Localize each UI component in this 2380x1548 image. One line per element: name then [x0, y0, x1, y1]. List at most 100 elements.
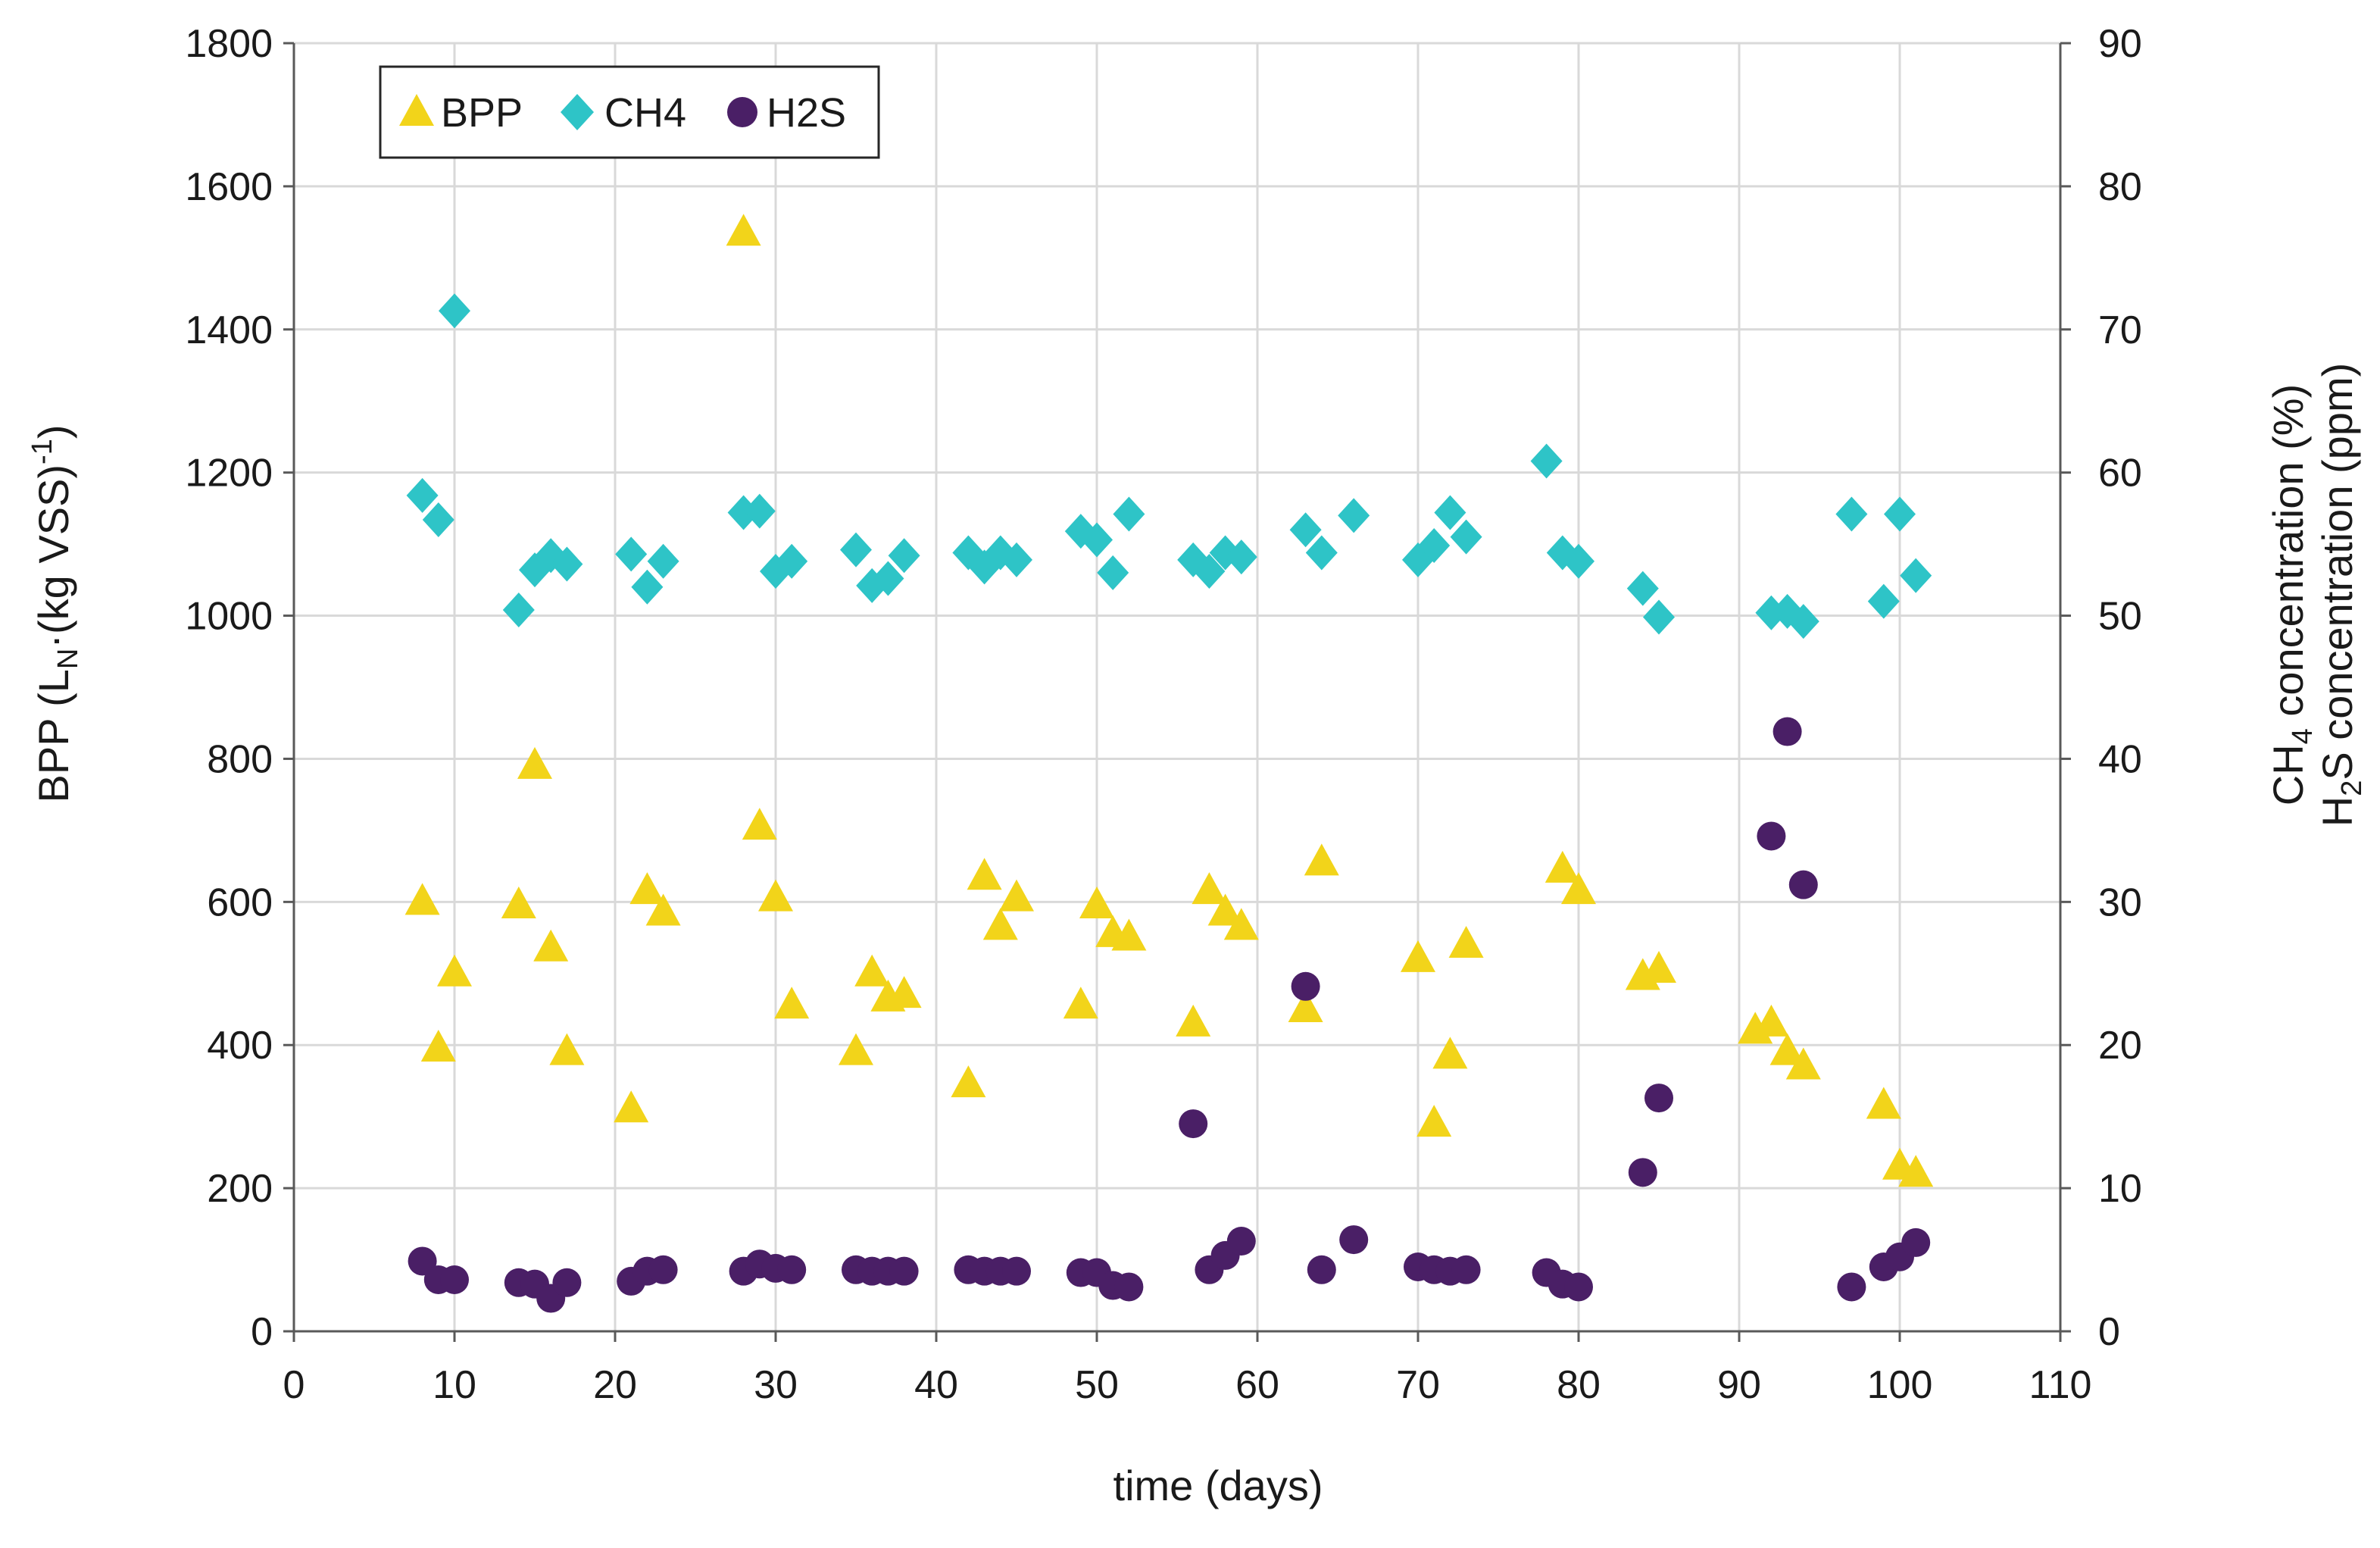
bpp-point	[437, 954, 472, 987]
left-y-tick-label: 1400	[185, 308, 273, 352]
bpp-point	[1769, 1033, 1805, 1065]
bpp-point	[517, 746, 552, 779]
legend-box	[379, 65, 880, 159]
bpp-point	[1288, 990, 1323, 1022]
legend-ch4-marker	[561, 94, 594, 130]
bpp-point	[967, 858, 1002, 890]
bpp-point	[1401, 940, 1435, 972]
ch4-point	[502, 593, 535, 627]
ch4-point	[1450, 519, 1482, 555]
x-tick-label: 100	[1867, 1363, 1933, 1407]
bpp-point	[1898, 1155, 1934, 1187]
legend-bpp-marker	[399, 94, 434, 126]
gridlines	[294, 42, 2060, 1331]
bpp-point	[742, 808, 777, 840]
left-y-tick-label: 1000	[185, 595, 273, 639]
bpp-point	[1176, 1004, 1211, 1037]
right-y-axis-title-ch4: CH4 concentration (%)	[2264, 384, 2319, 805]
h2s-point	[889, 1256, 919, 1286]
x-tick-label: 60	[1235, 1363, 1279, 1407]
ch4-point	[1289, 512, 1322, 548]
axes	[283, 42, 2071, 1342]
h2s-point	[1837, 1272, 1866, 1302]
bpp-point	[774, 987, 810, 1019]
x-tick-label: 110	[2029, 1363, 2092, 1407]
bpp-point	[1192, 872, 1227, 905]
ch4-point	[1530, 443, 1563, 479]
h2s-point	[1628, 1158, 1657, 1187]
x-tick-label: 30	[754, 1363, 798, 1407]
h2s-point	[1002, 1256, 1031, 1286]
ch4-point	[1193, 554, 1226, 589]
left-y-tick-label: 400	[207, 1024, 273, 1068]
right-y-tick-label: 90	[2098, 22, 2142, 66]
ch4-point	[1787, 604, 1819, 640]
ch4-point	[1001, 542, 1032, 577]
ch4-point	[1113, 496, 1145, 532]
right-y-tick-label: 0	[2098, 1310, 2120, 1354]
bpp-point	[1545, 850, 1580, 883]
h2s-point	[408, 1246, 437, 1276]
bpp-point	[1866, 1087, 1901, 1119]
right-y-tick-label: 60	[2098, 452, 2142, 496]
bpp-point	[1223, 908, 1259, 940]
bpp-point	[726, 214, 761, 246]
bpp-point	[420, 1029, 456, 1062]
data-marks	[404, 214, 1934, 1313]
ch4-point	[888, 538, 920, 574]
bpp-point	[839, 1033, 873, 1065]
right-y-tick-label: 30	[2098, 880, 2142, 924]
ch4-point	[615, 536, 648, 572]
h2s-point	[1788, 870, 1818, 899]
x-tick-label: 70	[1396, 1363, 1440, 1407]
h2s-point	[1114, 1272, 1144, 1302]
x-tick-label: 10	[433, 1363, 476, 1407]
bpp-point	[1063, 987, 1098, 1019]
x-tick-label: 50	[1075, 1363, 1119, 1407]
ch4-point	[647, 543, 679, 579]
h2s-point	[1179, 1109, 1208, 1139]
bpp-point	[629, 872, 665, 905]
left-y-tick-label: 1800	[185, 22, 273, 66]
left-y-tick-label: 1600	[185, 165, 273, 209]
ch4-point	[1305, 535, 1338, 571]
h2s-point	[1451, 1255, 1481, 1284]
tick-labels: 0 10 20 30 40 50 60 70 80 90 100 110020040060080010…	[185, 22, 2142, 1407]
h2s-point	[552, 1268, 582, 1297]
right-y-tick-label: 10	[2098, 1167, 2142, 1211]
ch4-point	[1643, 599, 1675, 635]
x-tick-label: 80	[1557, 1363, 1601, 1407]
right-y-tick-label: 70	[2098, 308, 2142, 352]
bpp-point	[1207, 893, 1243, 926]
h2s-point	[777, 1255, 807, 1284]
x-axis-title: time (days)	[1113, 1462, 1323, 1509]
ch4-point	[1225, 539, 1257, 575]
ch4-point	[1081, 522, 1113, 558]
h2s-point	[1644, 1084, 1673, 1113]
legend: BPP CH4 H2S	[379, 65, 880, 159]
bpp-point	[1785, 1047, 1821, 1080]
ch4-point	[743, 493, 776, 529]
right-y-tick-label: 50	[2098, 595, 2142, 639]
legend-h2s-marker	[727, 97, 757, 127]
ch4-point	[776, 543, 808, 579]
right-y-tick-label: 80	[2098, 165, 2142, 209]
right-y-tick-label: 20	[2098, 1024, 2142, 1068]
bpp-point	[1111, 918, 1147, 951]
h2s-point	[1226, 1227, 1256, 1256]
h2s-point	[440, 1265, 469, 1294]
ch4-point	[1563, 543, 1594, 579]
h2s-point	[1757, 821, 1786, 851]
ch4-point	[1835, 496, 1868, 532]
ch4-point	[1884, 496, 1916, 532]
x-tick-label: 20	[593, 1363, 637, 1407]
bpp-point	[404, 883, 440, 915]
ch4-point	[1338, 498, 1370, 533]
h2s-point	[1291, 971, 1320, 1001]
right-y-tick-label: 40	[2098, 737, 2142, 781]
legend-h2s-label: H2S	[767, 90, 846, 136]
bpp-point	[1448, 926, 1484, 958]
bpp-point	[999, 879, 1034, 912]
x-tick-label: 90	[1717, 1363, 1761, 1407]
